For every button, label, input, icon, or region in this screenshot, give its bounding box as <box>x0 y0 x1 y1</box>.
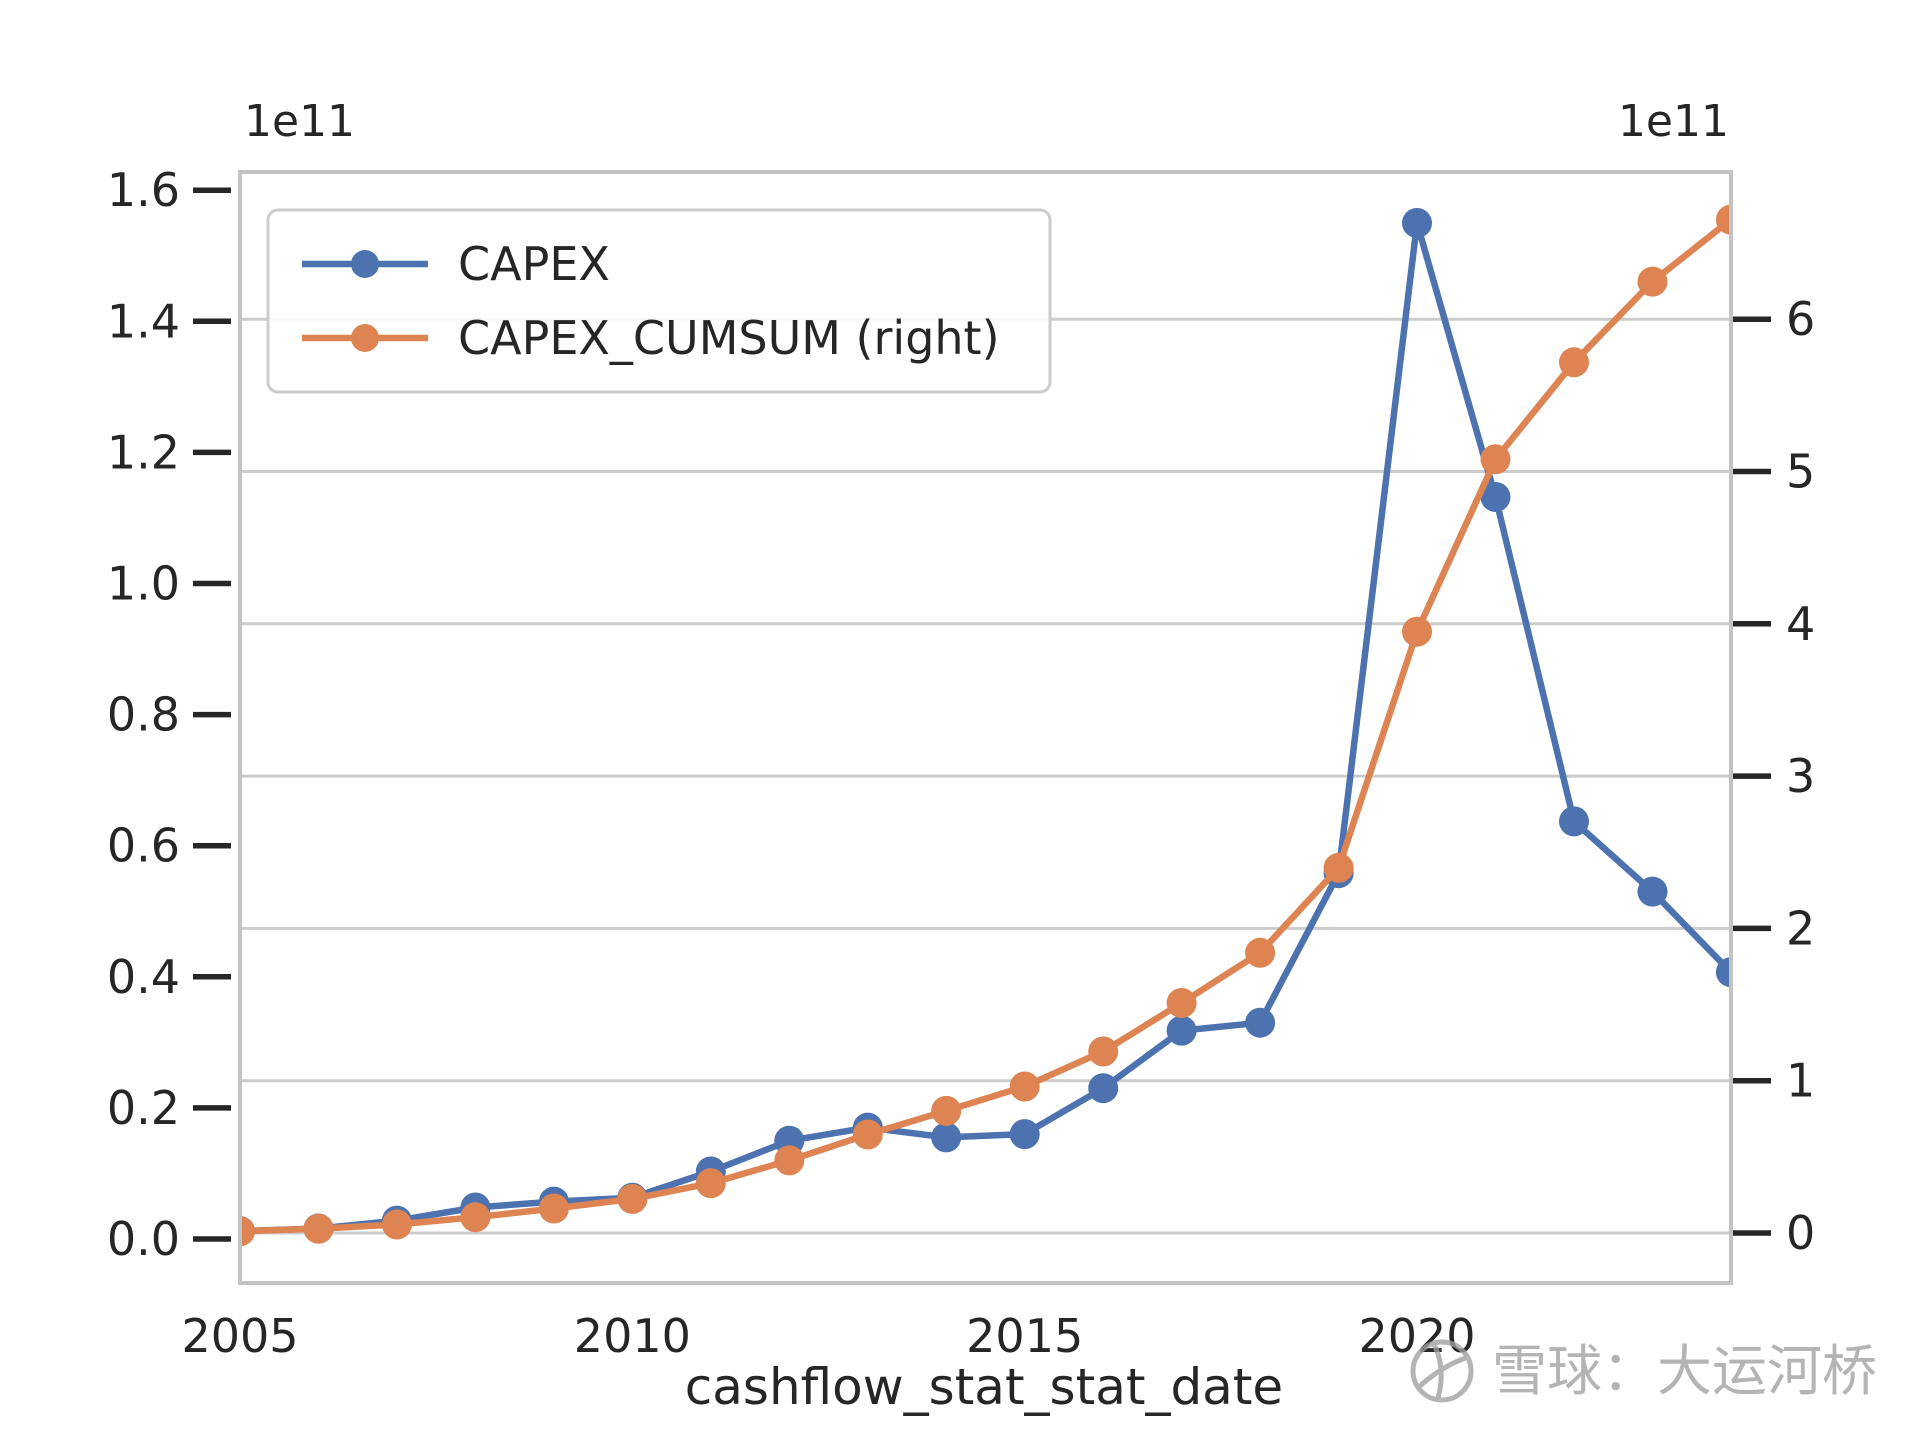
right-tick-label: 4 <box>1786 597 1815 651</box>
capex-cumsum-marker <box>381 1209 412 1240</box>
xueqiu-snowball-logo-icon <box>1410 1339 1474 1403</box>
capex-cumsum-marker <box>240 1216 255 1247</box>
capex-cumsum-marker <box>303 1213 334 1244</box>
right-axis-offset-label: 1e11 <box>1618 96 1729 147</box>
capex-cumsum-marker <box>460 1202 491 1233</box>
left-axis-offset-label: 1e11 <box>244 96 355 147</box>
right-tick-label: 0 <box>1786 1206 1815 1260</box>
left-tick-label: 1.4 <box>107 294 180 348</box>
legend-label-capex: CAPEX <box>458 237 610 291</box>
x-axis: 2005 2010 2015 2020 <box>181 1309 1475 1363</box>
right-tick-label: 3 <box>1786 749 1815 803</box>
left-axis: 0.0 0.2 0.4 0.6 0.8 1.0 1.2 1.4 1.6 <box>107 163 231 1266</box>
legend-box <box>266 208 1052 394</box>
legend-swatch-marker <box>351 324 379 352</box>
legend-swatch-marker <box>351 250 379 278</box>
capex-cumsum-marker <box>617 1183 648 1214</box>
left-tick-label: 0.0 <box>107 1212 180 1266</box>
capex-cumsum-marker <box>1559 347 1589 378</box>
right-tick-label: 6 <box>1786 292 1815 346</box>
capex-cumsum-marker <box>1715 204 1731 235</box>
left-tick-label: 0.2 <box>107 1081 180 1135</box>
capex-marker <box>1166 1015 1197 1046</box>
capex-cumsum-marker <box>1637 266 1668 297</box>
right-tick-label: 5 <box>1786 445 1815 499</box>
series-capex-cumsum <box>240 204 1731 1247</box>
left-tick-label: 1.0 <box>107 557 180 611</box>
capex-cumsum-marker <box>931 1095 962 1126</box>
capex-cumsum-marker <box>1245 937 1276 968</box>
x-tick-label: 2015 <box>966 1309 1083 1363</box>
x-tick-label: 2005 <box>181 1309 298 1363</box>
capex-cumsum-marker <box>538 1193 569 1224</box>
right-tick-label: 2 <box>1786 901 1815 955</box>
capex-marker <box>1245 1007 1276 1038</box>
capex-cumsum-marker <box>1009 1071 1040 1102</box>
left-tick-label: 1.6 <box>107 163 180 217</box>
right-tick-label: 1 <box>1786 1054 1815 1108</box>
series-group <box>240 204 1731 1247</box>
chart-render-root: 0.0 0.2 0.4 0.6 0.8 1.0 1.2 1.4 1.6 0 1 2 3 4 5 6 2005 20… <box>107 163 1815 1363</box>
capex-cumsum-marker <box>1088 1036 1119 1067</box>
right-axis: 0 1 2 3 4 5 6 <box>1733 292 1815 1260</box>
left-tick-label: 0.4 <box>107 950 180 1004</box>
capex-cumsum-marker <box>1166 988 1197 1018</box>
watermark-text: 雪球：大运河桥 <box>1492 1339 1877 1403</box>
capex-cumsum-marker <box>852 1119 883 1150</box>
left-tick-label: 0.6 <box>107 819 180 873</box>
capex-marker <box>1480 482 1511 512</box>
capex-marker <box>1637 876 1668 907</box>
capex-cumsum-marker <box>1480 444 1511 475</box>
watermark: 雪球：大运河桥 <box>1410 1339 1877 1403</box>
left-tick-label: 0.8 <box>107 688 180 742</box>
capex-marker <box>1009 1119 1040 1150</box>
axes-spines <box>238 170 1733 1285</box>
capex-marker <box>1559 806 1589 837</box>
capex-cumsum-marker <box>774 1145 805 1176</box>
x-tick-label: 2010 <box>574 1309 691 1363</box>
x-axis-label: cashflow_stat_stat_date <box>685 1358 1283 1416</box>
legend <box>266 208 1052 394</box>
capex-cumsum-marker <box>695 1168 726 1199</box>
capex-marker <box>931 1122 962 1153</box>
left-tick-label: 1.2 <box>107 425 180 479</box>
capex-cumsum-marker <box>1323 852 1354 883</box>
capex-cumsum-marker <box>1402 616 1432 647</box>
capex-marker <box>1715 957 1731 988</box>
legend-label-capex-cumsum: CAPEX_CUMSUM (right) <box>458 311 1000 365</box>
capex-marker <box>1402 208 1432 238</box>
capex-marker <box>1088 1073 1119 1104</box>
